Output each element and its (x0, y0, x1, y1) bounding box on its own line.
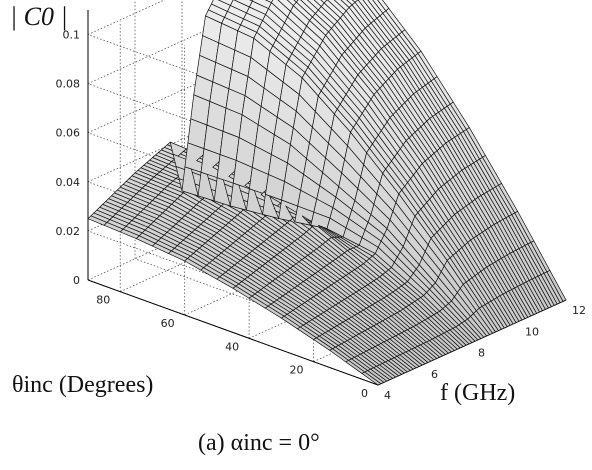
surface-patch (293, 0, 299, 3)
surface-patch (264, 0, 274, 4)
z-tick-label: 0.04 (56, 176, 81, 189)
x-tick-label: 6 (431, 368, 438, 381)
z-tick-label: 0.06 (56, 127, 81, 140)
tick-labels: 0 0.02 0.04 0.06 0.08 0.1 0 20 40 60 80 4 6 8 10 12 (56, 29, 587, 402)
surface-mesh (87, 0, 567, 386)
y-tick-label: 20 (290, 364, 304, 377)
surface-patch (546, 269, 567, 302)
z-tick-label: 0.02 (56, 225, 81, 238)
y-tick-label: 40 (225, 340, 239, 353)
x-axis-label: f (GHz) (440, 380, 516, 406)
x-tick-label: 10 (525, 325, 539, 338)
x-tick-label: 12 (572, 304, 586, 317)
z-tick-label: 0 (73, 274, 80, 287)
z-tick-label: 0.08 (56, 78, 81, 91)
y-axis-label: θinc (Degrees) (12, 372, 154, 398)
y-tick-label: 0 (361, 387, 368, 400)
z-tick-label: 0.1 (63, 29, 81, 42)
y-axis-line (87, 279, 379, 386)
z-axis-label: | C0 | (10, 2, 68, 31)
y-tick-label: 80 (96, 294, 110, 307)
x-tick-label: 8 (478, 347, 485, 360)
y-tick-label: 60 (161, 317, 175, 330)
chart-caption: (a) αinc = 0° (198, 430, 320, 456)
x-tick-label: 4 (384, 389, 391, 402)
